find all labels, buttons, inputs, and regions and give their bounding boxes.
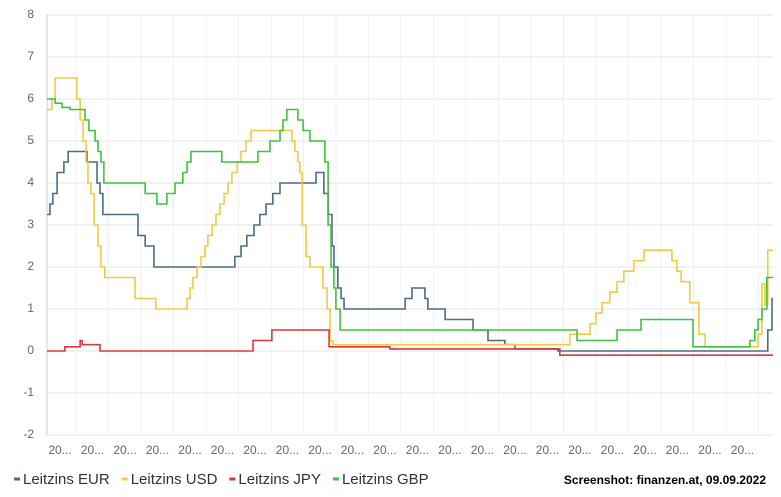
series-line xyxy=(47,98,773,348)
y-tick-label: 6 xyxy=(27,91,34,105)
legend-label: Leitzins USD xyxy=(131,471,218,488)
x-tick-label: 20... xyxy=(373,443,396,457)
x-tick-label: 20... xyxy=(536,443,559,457)
x-tick-label: 20... xyxy=(308,443,331,457)
x-tick-label: 20... xyxy=(698,443,721,457)
x-tick-label: 20... xyxy=(503,443,526,457)
x-tick-label: 20... xyxy=(276,443,299,457)
x-tick-label: 20... xyxy=(601,443,624,457)
legend-label: Leitzins JPY xyxy=(238,471,321,488)
x-tick-label: 20... xyxy=(243,443,266,457)
x-tick-label: 20... xyxy=(211,443,234,457)
x-tick-label: 20... xyxy=(633,443,656,457)
x-tick-label: 20... xyxy=(731,443,754,457)
y-tick-label: -1 xyxy=(23,385,34,399)
legend-label: Leitzins EUR xyxy=(23,471,110,488)
y-tick-label: 2 xyxy=(27,259,34,273)
x-tick-label: 20... xyxy=(471,443,494,457)
y-tick-label: 7 xyxy=(27,49,34,63)
series-line xyxy=(47,150,773,352)
y-tick-label: 5 xyxy=(27,133,34,147)
series-line xyxy=(47,329,773,356)
x-tick-label: 20... xyxy=(568,443,591,457)
x-tick-label: 20... xyxy=(666,443,689,457)
series-line xyxy=(47,77,773,348)
x-tick-label: 20... xyxy=(48,443,71,457)
x-tick-label: 20... xyxy=(341,443,364,457)
x-tick-label: 20... xyxy=(178,443,201,457)
x-tick-label: 20... xyxy=(146,443,169,457)
source-note: Screenshot: finanzen.at, 09.09.2022 xyxy=(564,473,766,487)
y-tick-label: 8 xyxy=(27,7,34,21)
legend-label: Leitzins GBP xyxy=(342,471,429,488)
y-tick-label: 3 xyxy=(27,217,34,231)
x-tick-label: 20... xyxy=(81,443,104,457)
y-tick-label: -2 xyxy=(23,427,34,441)
y-tick-label: 4 xyxy=(27,175,34,189)
x-tick-label: 20... xyxy=(406,443,429,457)
x-tick-label: 20... xyxy=(438,443,461,457)
x-tick-label: 20... xyxy=(113,443,136,457)
y-tick-label: 0 xyxy=(27,343,34,357)
y-tick-label: 1 xyxy=(27,301,34,315)
